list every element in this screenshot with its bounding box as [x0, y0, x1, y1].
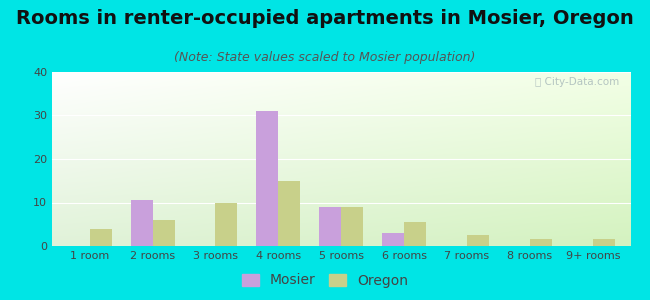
Bar: [153, 220, 175, 246]
Bar: [278, 181, 300, 246]
Text: ⓘ City-Data.com: ⓘ City-Data.com: [535, 77, 619, 87]
Bar: [319, 207, 341, 246]
Bar: [90, 229, 112, 246]
Text: Rooms in renter-occupied apartments in Mosier, Oregon: Rooms in renter-occupied apartments in M…: [16, 9, 634, 28]
Bar: [256, 111, 278, 246]
Bar: [593, 239, 615, 246]
Bar: [404, 222, 426, 246]
Legend: Mosier, Oregon: Mosier, Oregon: [237, 268, 413, 293]
Bar: [341, 207, 363, 246]
Bar: [530, 239, 552, 246]
Bar: [131, 200, 153, 246]
Text: (Note: State values scaled to Mosier population): (Note: State values scaled to Mosier pop…: [174, 51, 476, 64]
Bar: [467, 235, 489, 246]
Bar: [216, 202, 237, 246]
Bar: [382, 233, 404, 246]
